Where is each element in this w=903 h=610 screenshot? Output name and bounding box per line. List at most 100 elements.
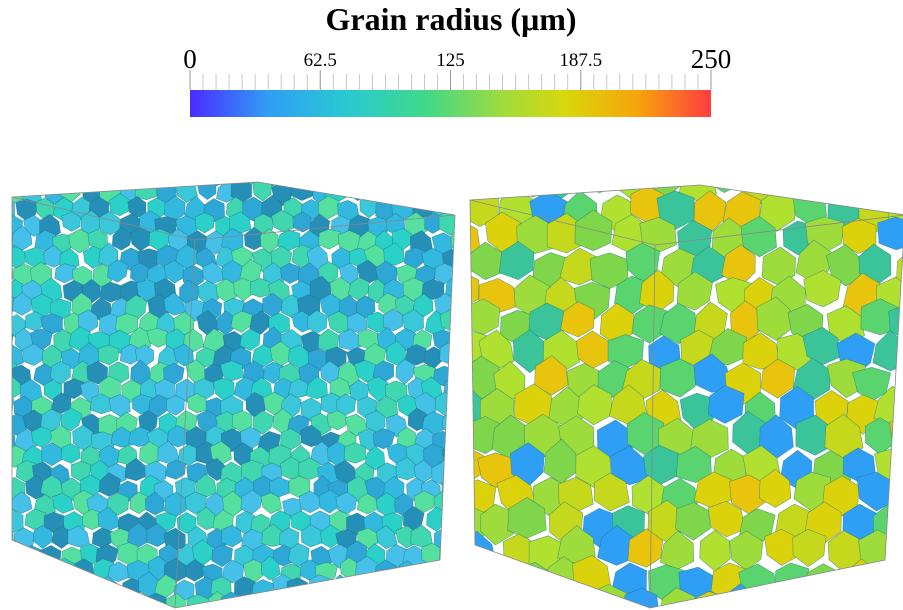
grain — [441, 577, 461, 599]
grain — [805, 564, 840, 600]
grain — [282, 596, 303, 610]
grain — [452, 560, 475, 585]
tick-label: 187.5 — [559, 50, 602, 71]
grain — [301, 167, 323, 190]
figure: Grain radius (μm) 062.5125187.5250 — [0, 0, 903, 610]
tick-label: 125 — [436, 50, 465, 71]
grain — [527, 592, 563, 610]
grain — [822, 588, 856, 610]
grain — [464, 545, 484, 567]
grain — [355, 163, 375, 187]
grain — [431, 562, 451, 582]
tick-label: 250 — [691, 44, 732, 74]
grain — [446, 160, 478, 201]
grain — [441, 514, 462, 535]
grain — [855, 586, 890, 610]
grain — [291, 177, 313, 201]
grain — [517, 164, 552, 197]
colorbar — [190, 90, 711, 117]
grain — [127, 166, 147, 190]
grain — [0, 498, 13, 520]
grain — [808, 164, 844, 203]
grain — [411, 164, 433, 190]
grain — [335, 592, 356, 610]
grain — [169, 163, 190, 182]
grain — [756, 587, 795, 610]
grain — [396, 591, 415, 610]
grain — [450, 430, 472, 451]
tick-label: 0 — [183, 44, 197, 74]
grain — [166, 395, 184, 415]
grain — [240, 595, 261, 610]
grain — [0, 260, 13, 283]
grain — [0, 331, 13, 353]
grain — [405, 578, 427, 598]
grain — [792, 582, 824, 610]
grain — [44, 576, 63, 601]
grain — [435, 392, 453, 416]
grain — [892, 536, 903, 574]
grain — [454, 296, 473, 316]
colorbar-ticks: 0 62.5 125 187.5 250 — [183, 44, 731, 90]
grain — [390, 181, 409, 206]
grain — [870, 562, 903, 597]
grain — [331, 575, 351, 601]
grain — [15, 164, 35, 189]
grain — [421, 605, 443, 610]
grain — [496, 584, 531, 610]
grain — [25, 574, 45, 598]
grain — [461, 591, 497, 610]
grain — [435, 167, 455, 186]
grain — [875, 164, 903, 199]
grain — [242, 160, 264, 185]
grain — [17, 556, 37, 582]
grain — [287, 578, 309, 600]
grain — [358, 593, 377, 610]
grain — [439, 545, 459, 565]
grain — [442, 476, 462, 498]
grain — [450, 331, 470, 354]
grain — [386, 576, 408, 596]
grain — [65, 578, 85, 598]
grain — [407, 180, 425, 201]
grain — [98, 345, 119, 365]
grain — [318, 593, 339, 610]
grain — [195, 213, 214, 233]
grain — [197, 176, 216, 200]
grain — [453, 167, 473, 187]
grain — [896, 589, 903, 610]
grain — [460, 579, 481, 603]
grain-structure-left — [0, 160, 486, 610]
grain — [422, 577, 442, 598]
grain — [542, 159, 578, 199]
grain — [878, 217, 903, 250]
grain — [392, 164, 413, 184]
tick-label: 62.5 — [304, 50, 337, 71]
grain — [299, 593, 320, 610]
grain — [845, 161, 882, 199]
grain — [368, 580, 388, 601]
grain — [449, 361, 472, 383]
grain — [581, 157, 616, 193]
grain — [319, 229, 341, 249]
grain — [21, 546, 43, 567]
grain — [475, 162, 512, 200]
grain — [61, 444, 80, 464]
grain — [51, 592, 71, 610]
grain — [375, 590, 397, 610]
grain — [780, 161, 818, 197]
grain — [4, 574, 25, 596]
grain — [0, 167, 13, 188]
grain — [318, 162, 339, 187]
grain — [427, 507, 448, 531]
grain — [11, 596, 32, 610]
grain — [453, 595, 473, 610]
grain — [344, 443, 366, 464]
grain — [110, 163, 129, 184]
grain — [253, 607, 272, 610]
grain — [208, 167, 227, 186]
grain — [447, 447, 484, 485]
grain — [68, 526, 90, 547]
grain — [453, 266, 473, 286]
grain — [70, 164, 92, 185]
